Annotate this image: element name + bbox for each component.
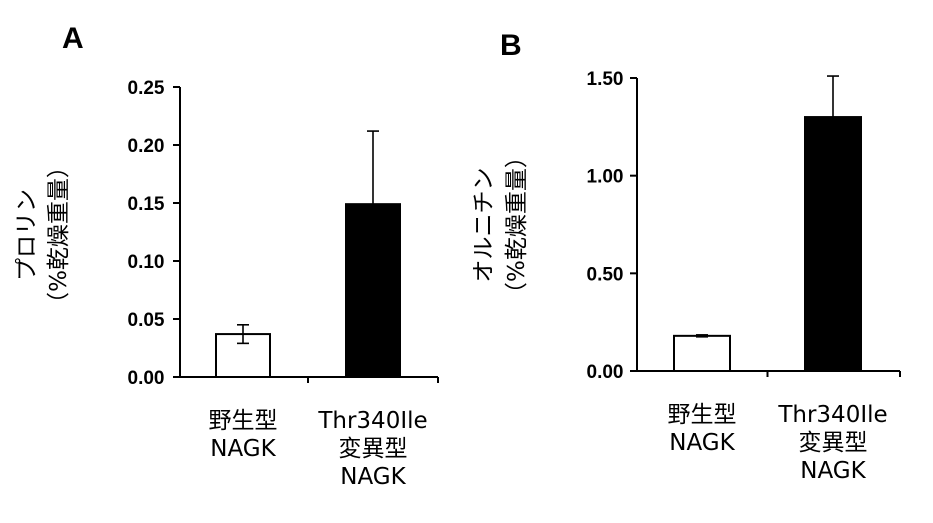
y-tick-label: 0.20 — [128, 136, 165, 157]
panel-label: A — [62, 22, 84, 55]
panel-label: B — [500, 29, 522, 62]
y-tick-label: 0.50 — [587, 264, 624, 285]
y-axis-label-unit: （%乾燥重量） — [504, 145, 530, 305]
chart-panel-b: B 0.00 0.50 1.00 1.50 野生型 NAGK Thr340Ile 変異型 NAGK… — [471, 29, 900, 484]
category-label: Thr340Ile 変異型 NAGK — [317, 408, 427, 490]
category-label: 野生型 NAGK — [668, 402, 737, 456]
y-tick-label: 0.10 — [128, 252, 165, 273]
y-tick-label: 0.05 — [128, 310, 165, 331]
y-axis-label: オルニチン — [471, 168, 497, 283]
y-axis-label: プロリン — [14, 189, 40, 281]
y-tick-label: 1.50 — [587, 69, 624, 90]
category-label: 野生型 NAGK — [209, 408, 278, 462]
y-tick-label: 0.00 — [128, 368, 165, 389]
y-tick-label: 0.25 — [128, 78, 165, 99]
category-label: Thr340Ile 変異型 NAGK — [777, 402, 887, 484]
y-axis-label-unit: （%乾燥重量） — [46, 155, 72, 315]
chart-panel-a: A 0.00 0.05 0.10 0.15 0.20 0.25 野生型 NAGK Thr340Il… — [14, 22, 438, 490]
y-tick-label: 0.00 — [587, 362, 624, 383]
y-tick-label: 0.15 — [128, 194, 165, 215]
y-tick-label: 1.00 — [587, 167, 624, 188]
bar — [674, 336, 730, 371]
